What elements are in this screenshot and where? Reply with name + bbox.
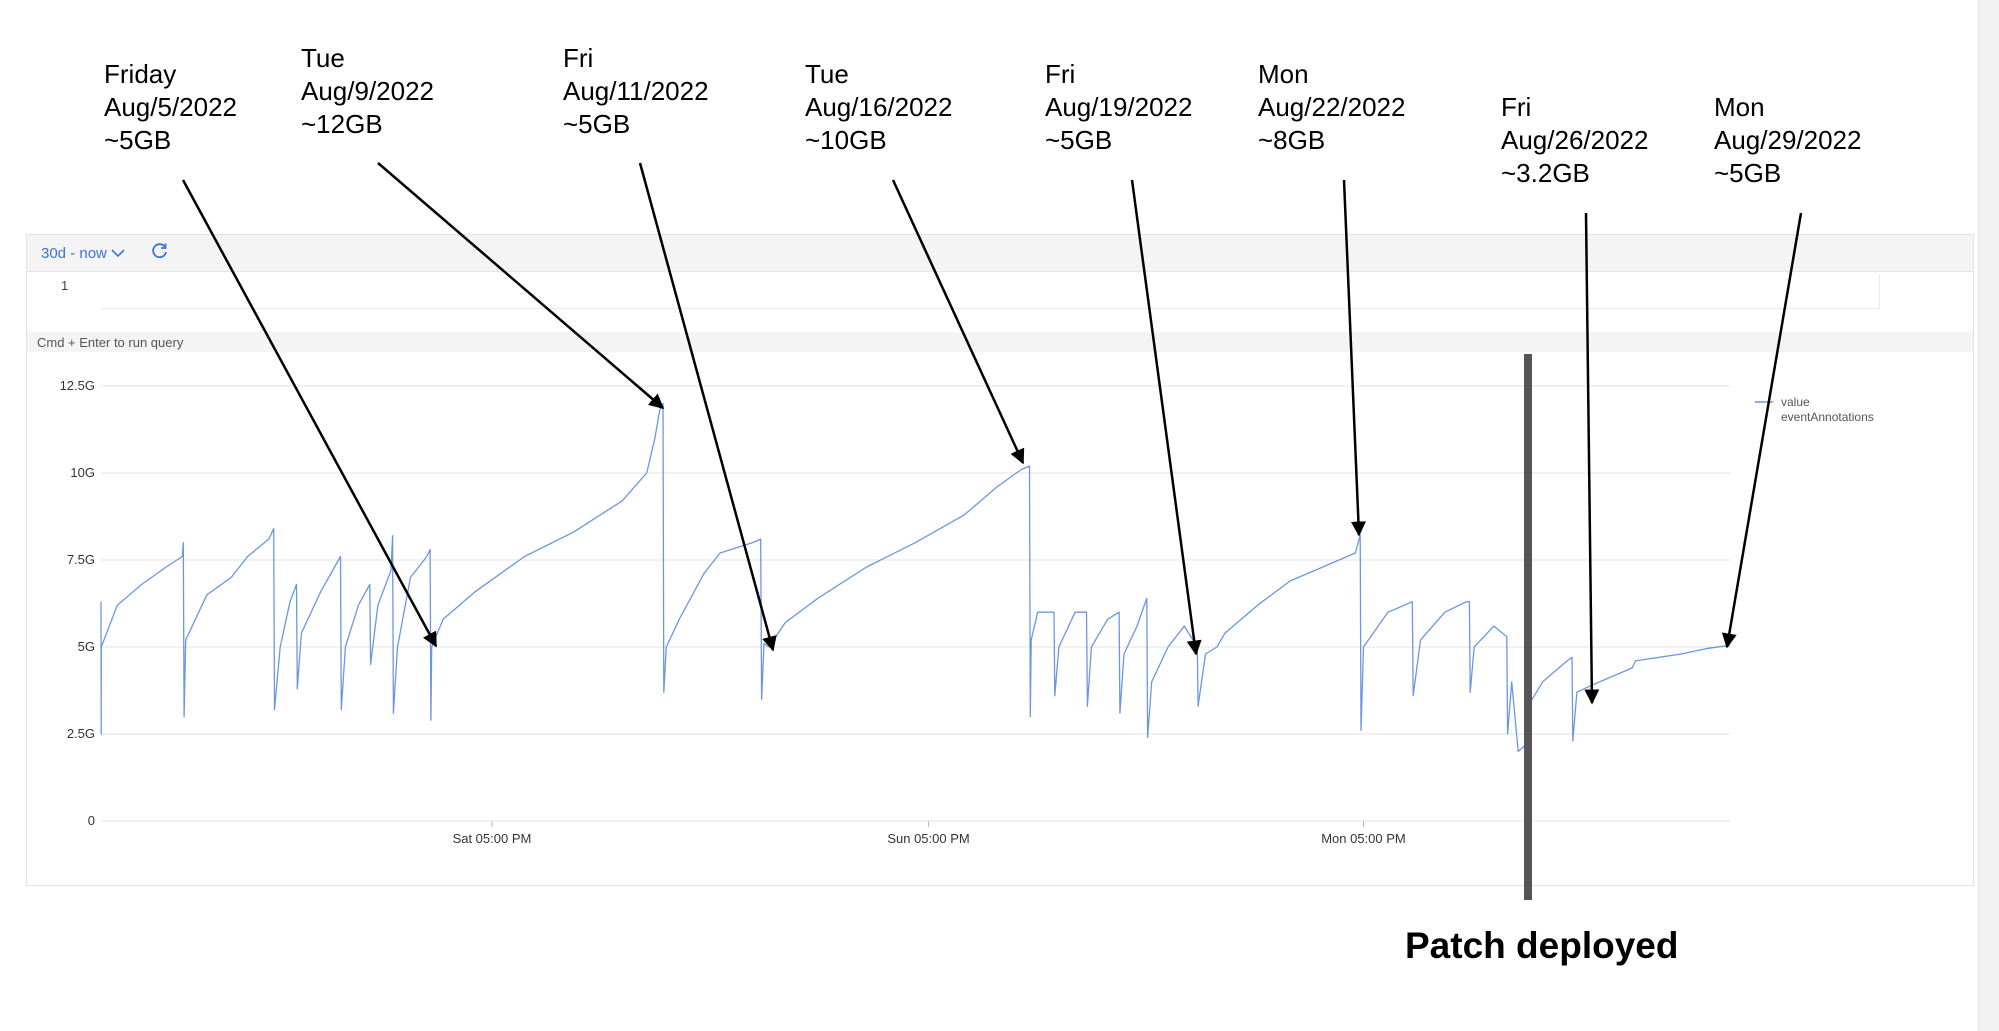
chart-series (100, 402, 1731, 753)
annotation-label: Fri Aug/19/2022 ~5GB (1045, 58, 1192, 157)
query-editor[interactable]: 1 (27, 271, 1973, 333)
chart-grid (101, 385, 1730, 822)
annotation-date: Aug/5/2022 (104, 92, 238, 122)
annotation-arrow (377, 162, 665, 409)
annotation-arrow (1584, 212, 1600, 705)
annotation-label: Fri Aug/11/2022 ~5GB (563, 42, 709, 141)
annotation-day: Friday (104, 59, 177, 89)
annotation-value: ~5GB (104, 125, 172, 155)
annotation-value: ~3.2GB (1501, 158, 1590, 188)
annotation-date: Aug/29/2022 (1714, 125, 1862, 155)
time-range-label: 30d - now (41, 245, 107, 262)
annotation-arrow (1130, 179, 1202, 656)
chart-axes: 0 2.5G 5G 7.5G 10G 12.5G Sat 05:00 PM Sun 05:00… (60, 378, 1406, 846)
y-tick-label: 0 (88, 813, 95, 828)
annotation-label: Fri Aug/26/2022 ~3.2GB (1501, 91, 1648, 190)
annotation-label: Mon Aug/22/2022 ~8GB (1258, 58, 1405, 157)
annotation-date: Aug/9/2022 (301, 76, 435, 106)
annotation-date: Aug/22/2022 (1258, 92, 1406, 122)
annotation-label: Mon Aug/29/2022 ~5GB (1714, 91, 1861, 190)
series-line-value (100, 402, 1731, 753)
annotation-arrow (638, 162, 777, 652)
annotation-day: Mon (1714, 92, 1765, 122)
page-scrollbar[interactable] (1978, 0, 1999, 1031)
annotation-date: Aug/26/2022 (1501, 125, 1649, 155)
chevron-down-icon (111, 245, 125, 262)
annotation-date: Aug/19/2022 (1045, 92, 1193, 122)
annotation-arrow (1721, 212, 1803, 649)
annotation-day: Mon (1258, 59, 1309, 89)
x-tick-label: Mon 05:00 PM (1321, 831, 1406, 846)
y-tick-label: 10G (70, 465, 95, 480)
y-tick-label: 2.5G (67, 726, 95, 741)
query-input[interactable] (101, 274, 1880, 309)
y-tick-label: 12.5G (60, 378, 95, 393)
annotation-day: Tue (301, 43, 345, 73)
annotation-value: ~5GB (1714, 158, 1782, 188)
annotation-value: ~5GB (563, 109, 631, 139)
y-tick-label: 5G (78, 639, 95, 654)
legend-entry: value (1781, 395, 1810, 409)
annotation-value: ~10GB (805, 125, 887, 155)
y-tick-label: 7.5G (67, 552, 95, 567)
annotation-arrows (181, 162, 1803, 705)
annotation-arrow (1342, 179, 1366, 537)
legend-entry: eventAnnotations (1781, 410, 1874, 424)
x-tick-label: Sat 05:00 PM (453, 831, 532, 846)
hint-bar: Cmd + Enter to run query (27, 332, 1973, 352)
run-query-hint: Cmd + Enter to run query (37, 335, 184, 350)
annotation-label: Friday Aug/5/2022 ~5GB (104, 58, 237, 157)
annotation-day: Fri (1045, 59, 1076, 89)
annotation-date: Aug/16/2022 (805, 92, 953, 122)
annotation-day: Fri (1501, 92, 1532, 122)
query-toolbar: 30d - now (27, 235, 1973, 271)
annotation-label: Tue Aug/16/2022 ~10GB (805, 58, 952, 157)
time-range-picker[interactable]: 30d - now (41, 245, 125, 262)
annotation-arrow (891, 179, 1025, 465)
annotation-label: Tue Aug/9/2022 ~12GB (301, 42, 434, 141)
annotation-value: ~8GB (1258, 125, 1326, 155)
annotation-day: Tue (805, 59, 849, 89)
refresh-icon[interactable] (150, 241, 170, 267)
annotation-arrow (181, 179, 438, 648)
patch-deployed-label: Patch deployed (1405, 925, 1679, 966)
line-number: 1 (61, 278, 69, 293)
annotation-date: Aug/11/2022 (563, 76, 709, 106)
annotation-day: Fri (563, 43, 594, 73)
x-tick-label: Sun 05:00 PM (887, 831, 969, 846)
annotation-value: ~5GB (1045, 125, 1113, 155)
annotation-value: ~12GB (301, 109, 383, 139)
